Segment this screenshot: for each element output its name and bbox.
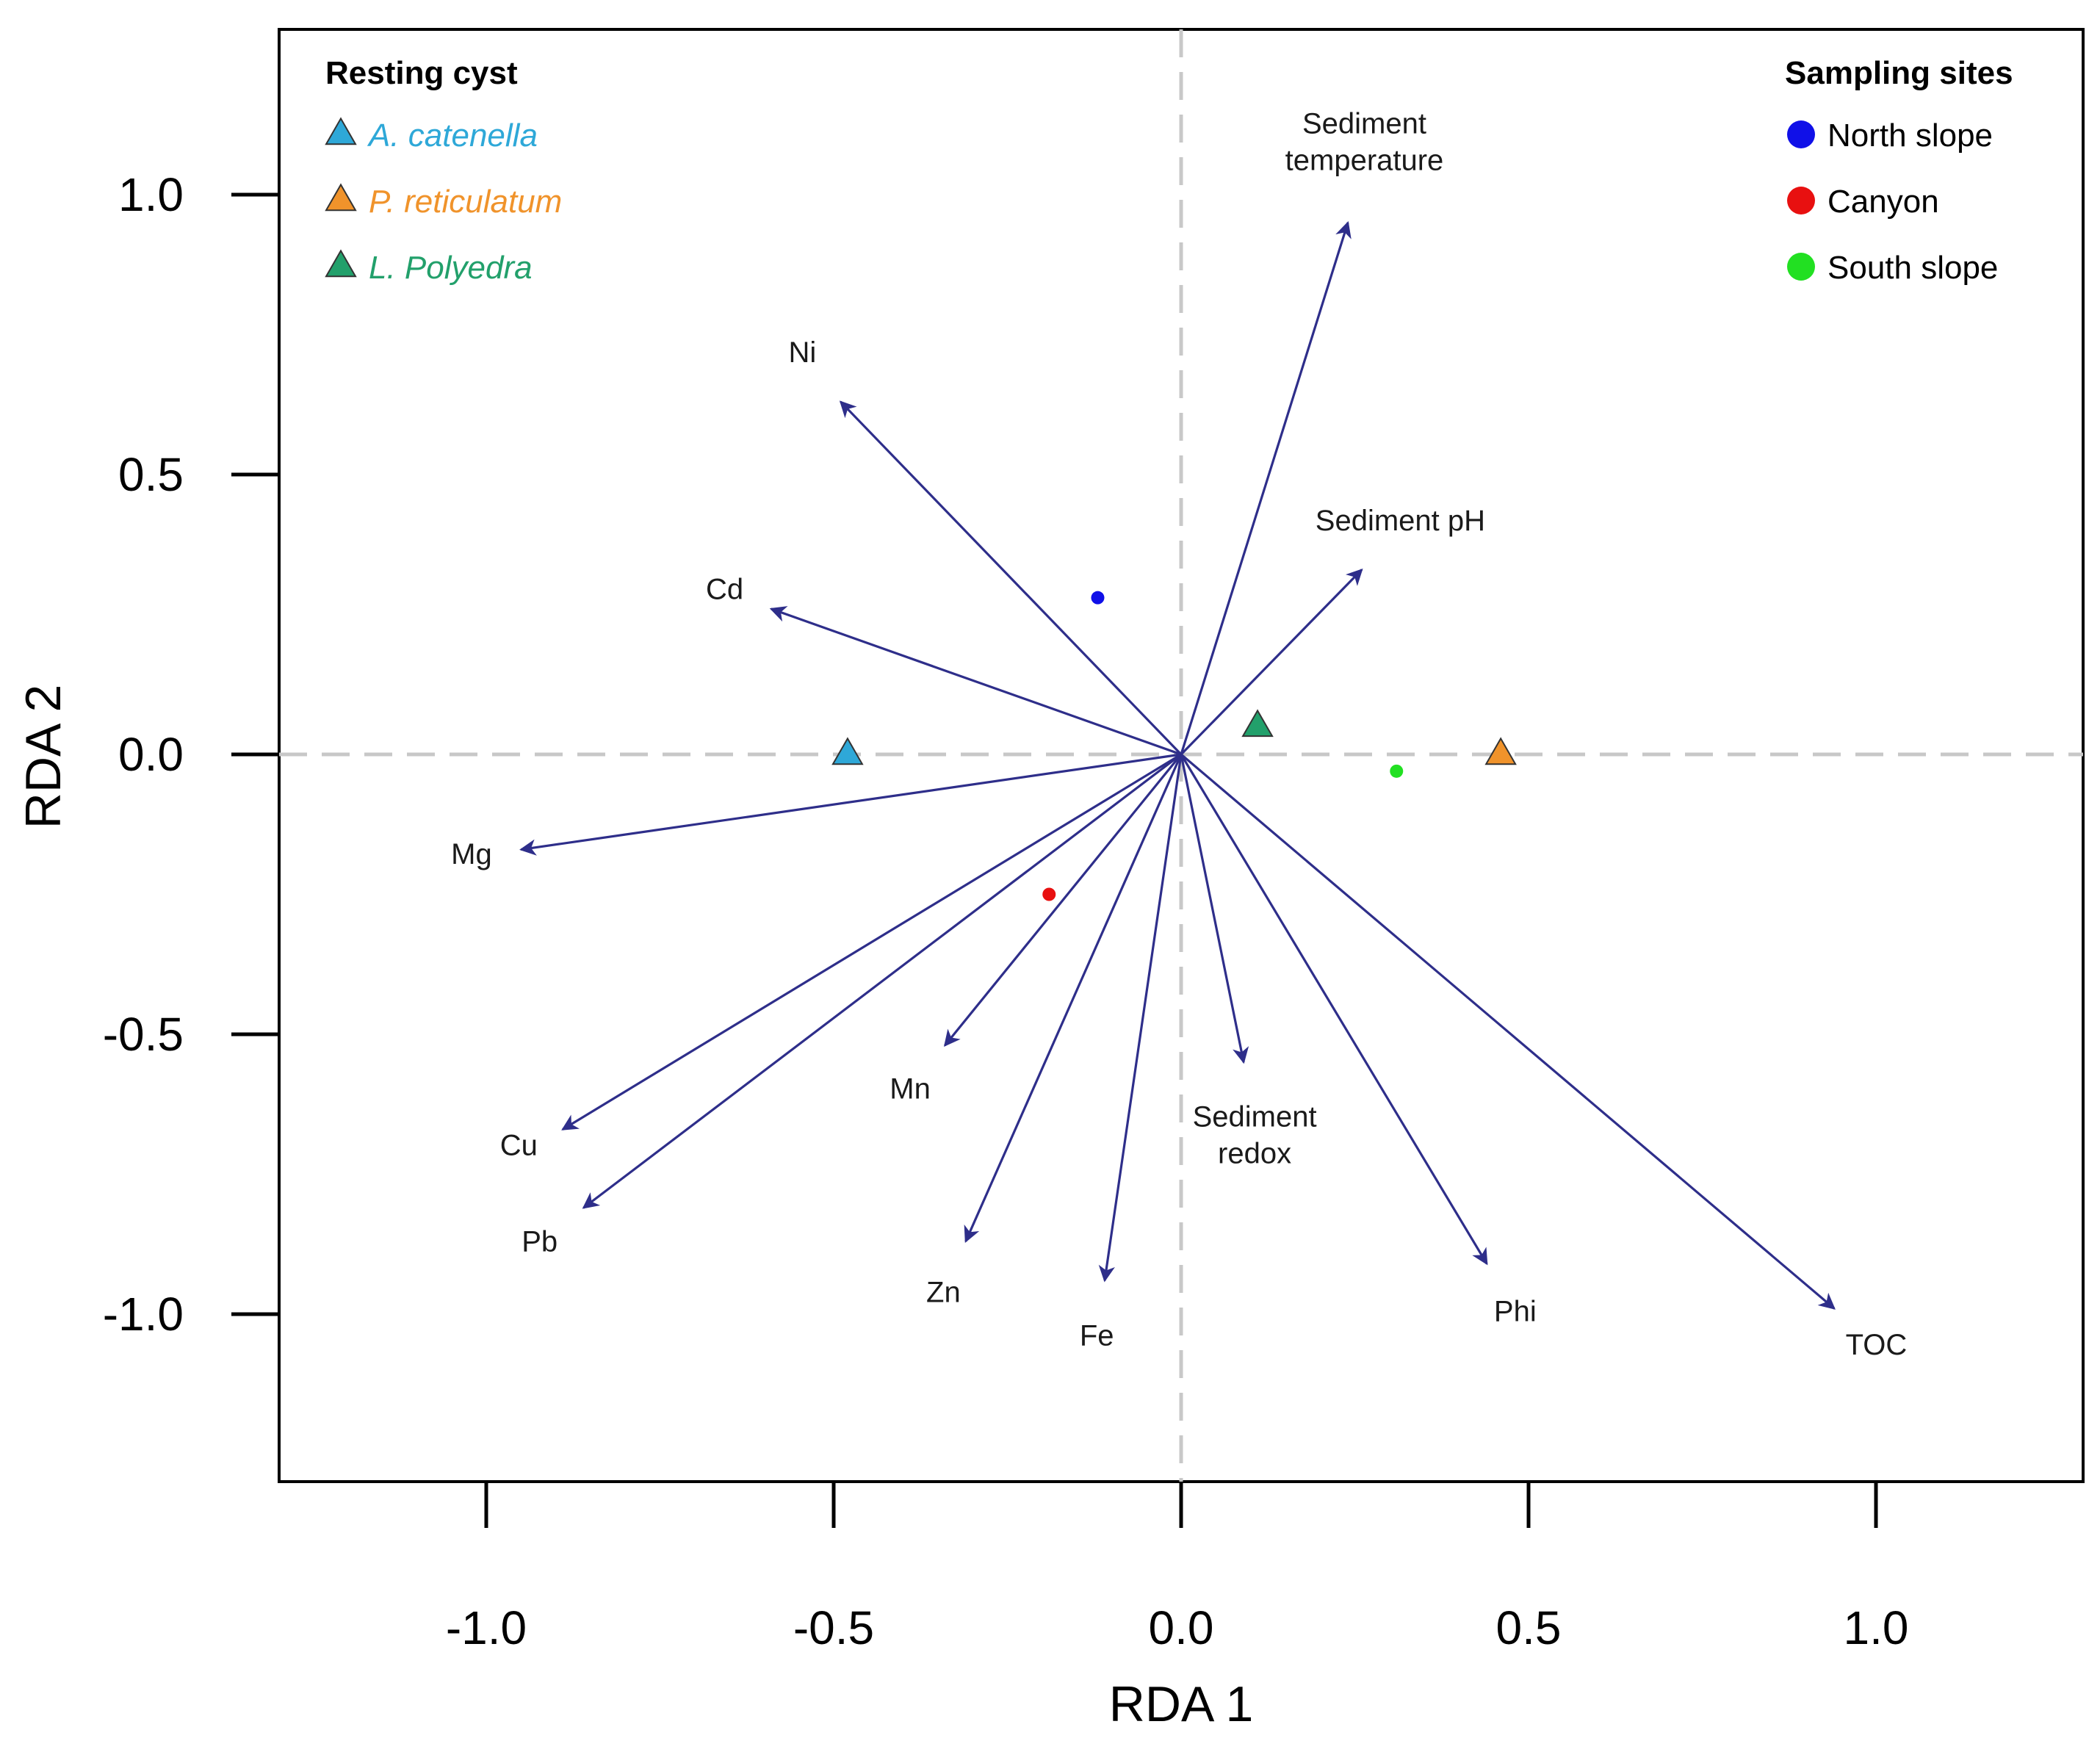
legend-entry-canyon: Canyon xyxy=(1827,184,1939,220)
legend-marker-north-slope xyxy=(1787,120,1815,148)
vector-label-sediment-temperature: Sediment temperature xyxy=(1285,108,1444,177)
vector-label-sediment-redox: Sediment redox xyxy=(1193,1101,1317,1170)
legend-title: Sampling sites xyxy=(1785,55,2013,91)
vector-label-toc: TOC xyxy=(1846,1329,1908,1361)
vector-label-mg: Mg xyxy=(451,838,492,870)
vector-label-fe: Fe xyxy=(1080,1320,1114,1352)
x-tick-label: 0.0 xyxy=(1149,1601,1214,1654)
vector-fe xyxy=(1098,754,1183,1283)
x-tick-label: -0.5 xyxy=(793,1601,874,1654)
y-tick-label: -0.5 xyxy=(103,1008,184,1061)
site-point-canyon xyxy=(1042,887,1056,901)
y-tick-label: -1.0 xyxy=(103,1288,184,1341)
legend-entry-a-catenella: A. catenella xyxy=(367,118,538,154)
site-point-north-slope xyxy=(1091,591,1105,605)
legend-marker-p-reticulatum xyxy=(325,183,357,212)
y-axis: -1.0 -0.5 0.0 0.5 1.0 xyxy=(103,168,279,1341)
legend-title: Resting cyst xyxy=(325,55,518,91)
site-point-south-slope xyxy=(1390,764,1404,778)
vector-label-pb: Pb xyxy=(522,1226,558,1258)
species-point-a-catenella xyxy=(831,737,864,765)
vector-mg xyxy=(519,753,1182,856)
vector-label-ni: Ni xyxy=(788,336,816,369)
vector-label-zn: Zn xyxy=(926,1277,961,1309)
species-point-l-polyedra xyxy=(1241,709,1274,738)
site-points xyxy=(1042,591,1404,901)
legend-entry-p-reticulatum: P. reticulatum xyxy=(369,184,562,220)
x-tick-label: 0.5 xyxy=(1496,1601,1562,1654)
vector-label-cd: Cd xyxy=(706,573,743,605)
legend-sampling-sites: Sampling sites North slope Canyon South slo… xyxy=(1785,55,2013,286)
vector-cu xyxy=(561,753,1182,1131)
vector-toc xyxy=(1180,753,1836,1310)
vector-label-mn: Mn xyxy=(890,1072,931,1105)
vector-sediment-ph xyxy=(1180,568,1363,756)
vector-label-sediment-ph: Sediment pH xyxy=(1316,505,1485,537)
vector-ni xyxy=(839,400,1183,756)
vector-cd xyxy=(769,606,1182,756)
vector-sediment-temperature xyxy=(1180,220,1352,755)
legend-marker-l-polyedra xyxy=(325,249,357,278)
legend-marker-a-catenella xyxy=(325,117,357,145)
x-tick-label: -1.0 xyxy=(446,1601,527,1654)
vector-label-phi: Phi xyxy=(1494,1296,1537,1328)
legend-entry-l-polyedra: L. Polyedra xyxy=(369,250,533,286)
vector-mn xyxy=(943,753,1183,1047)
y-axis-title: RDA 2 xyxy=(15,685,71,829)
y-tick-label: 1.0 xyxy=(118,168,184,221)
x-axis: -1.0 -0.5 0.0 0.5 1.0 xyxy=(446,1482,1909,1654)
vector-sediment-redox xyxy=(1180,754,1249,1064)
environmental-vectors: Sediment temperature Ni Sediment pH Cd Mg Mn Cu… xyxy=(451,108,1907,1361)
legend-entry-south-slope: South slope xyxy=(1827,250,1998,286)
legend-entry-north-slope: North slope xyxy=(1827,118,1993,154)
vector-label-cu: Cu xyxy=(500,1129,538,1161)
x-tick-label: 1.0 xyxy=(1844,1601,1909,1654)
y-tick-label: 0.0 xyxy=(118,728,184,781)
vector-phi xyxy=(1180,754,1488,1266)
legend-marker-canyon xyxy=(1787,187,1815,214)
legend-resting-cyst: Resting cyst A. catenella P. reticulatum L.… xyxy=(325,55,562,286)
species-point-p-reticulatum xyxy=(1484,737,1517,765)
x-axis-title: RDA 1 xyxy=(1109,1676,1254,1732)
species-points xyxy=(831,709,1517,765)
vector-pb xyxy=(582,753,1182,1209)
vector-zn xyxy=(964,754,1183,1243)
legend-marker-south-slope xyxy=(1787,253,1815,281)
y-tick-label: 0.5 xyxy=(118,448,184,501)
